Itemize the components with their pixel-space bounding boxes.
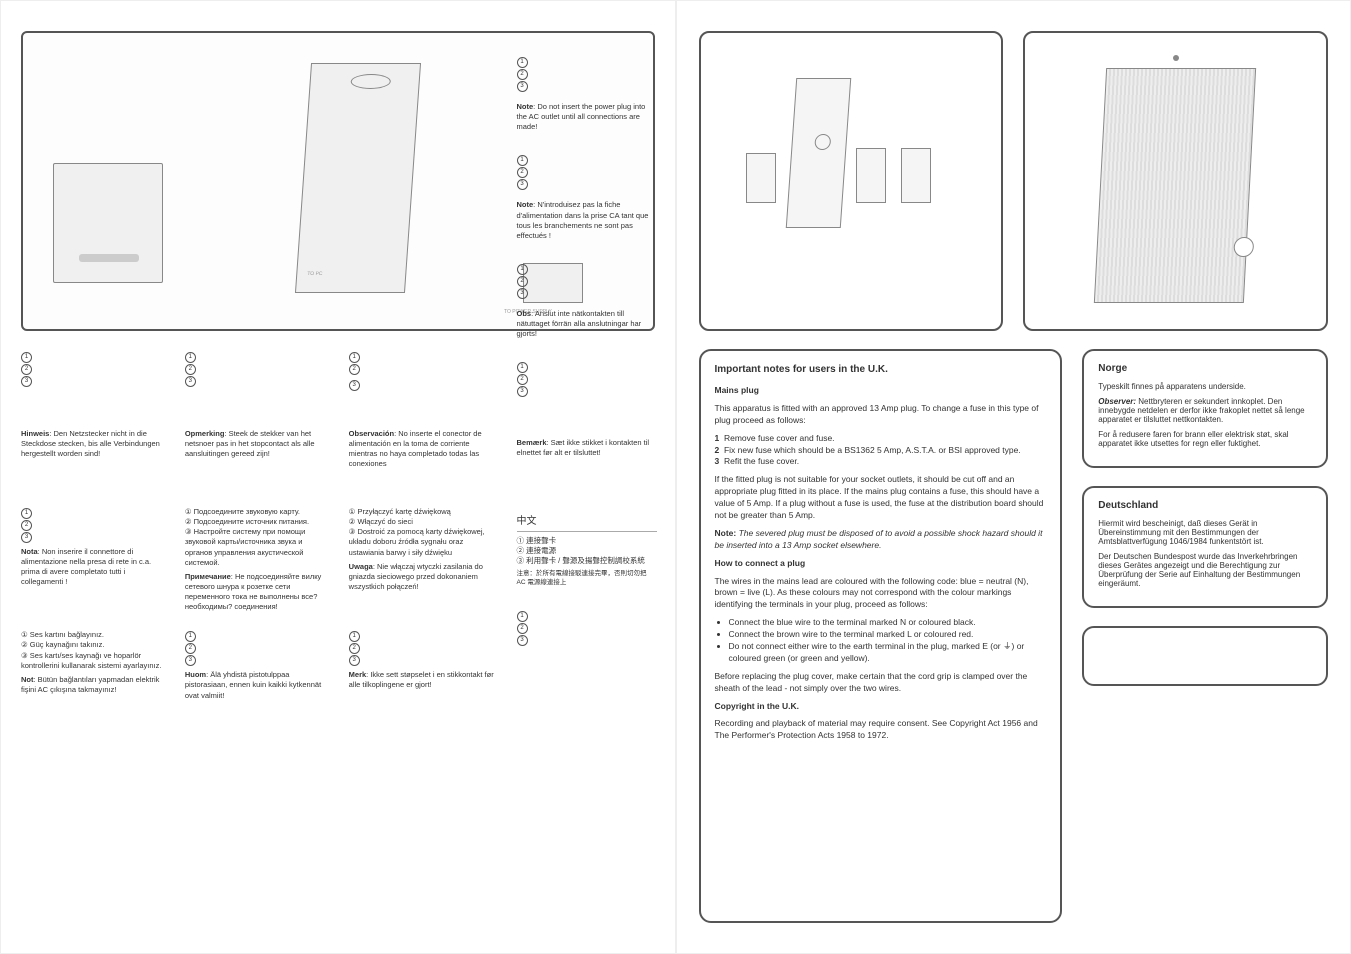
norge-title: Norge xyxy=(1098,363,1312,374)
zh-heading: 中文 xyxy=(517,515,657,532)
block-blank1 xyxy=(517,361,657,416)
line: ③ Настройте систему при помощи звуковой … xyxy=(185,527,331,568)
note-label: Uwaga xyxy=(349,562,373,571)
speaker-icon xyxy=(856,148,886,203)
right-column: Note: Do not insert the power plug into … xyxy=(517,56,657,687)
line: ① 連接聲卡 xyxy=(517,536,657,546)
cell-nota: Nota: Non inserire il connettore di alim… xyxy=(21,507,167,612)
norge-p1: Typeskilt finnes på apparatens underside… xyxy=(1098,382,1312,391)
mains-heading: Mains plug xyxy=(715,385,759,395)
tower-icon xyxy=(785,78,850,228)
note-label: Note xyxy=(517,200,534,209)
obs-label: Observer: xyxy=(1098,397,1136,406)
note-text: : Anslut inte nätkontakten till nätuttag… xyxy=(517,309,642,338)
uk-panel: Important notes for users in the U.K. Ma… xyxy=(699,349,1063,923)
note-text: : Ikke sett støpselet i en stikkontakt f… xyxy=(349,670,494,689)
uk-p3: Before replacing the plug cover, make ce… xyxy=(715,671,1047,695)
tower-icon xyxy=(295,63,421,293)
figure-row xyxy=(699,31,1329,331)
line: ② Подсоедините источник питания. xyxy=(185,517,331,527)
note-label: Merk xyxy=(349,670,367,679)
line: ① Przyłączyć kartę dźwiękową xyxy=(349,507,495,517)
bullet: Connect the brown wire to the terminal m… xyxy=(729,629,1047,641)
zh-footnote: 注意：於所有電線接駁連接完畢，否則切勿把 AC 電源線連接上 xyxy=(517,570,657,588)
side-column: Norge Typeskilt finnes på apparatens und… xyxy=(1082,349,1328,923)
uk-note-text: The severed plug must be disposed of to … xyxy=(715,528,1043,550)
empty-panel xyxy=(1082,626,1328,686)
cell-observacion: Observación: No inserte el conector de a… xyxy=(349,429,495,489)
page-right: Important notes for users in the U.K. Ma… xyxy=(676,0,1351,954)
line: ① Ses kartını bağlayınız. xyxy=(21,630,167,640)
bullet: Connect the blue wire to the terminal ma… xyxy=(729,617,1047,629)
cell-merk: Merk: Ikke sett støpselet i en stikkonta… xyxy=(349,630,495,700)
bullet: Do not connect either wire to the earth … xyxy=(729,641,1047,665)
uk-title: Important notes for users in the U.K. xyxy=(715,363,1047,377)
uk-p2: If the fitted plug is not suitable for y… xyxy=(715,474,1047,522)
cell-turkish: ① Ses kartını bağlayınız. ② Güç kaynağın… xyxy=(21,630,167,700)
note-text: : N'introduisez pas la fiche d'alimentat… xyxy=(517,200,649,239)
cell-russian: ① Подсоедините звуковую карту. ② Подсоед… xyxy=(185,507,331,612)
cell-huom: Huom: Älä yhdistä pistotulppaa pistorasi… xyxy=(185,630,331,700)
line: ② Włączyć do sieci xyxy=(349,517,495,527)
connect-p: The wires in the mains lead are coloured… xyxy=(715,576,1047,612)
note-label: Nota xyxy=(21,547,38,556)
copy-p: Recording and playback of material may r… xyxy=(715,718,1047,742)
line: ② Güç kaynağını takınız. xyxy=(21,640,167,650)
cell-r1-c2 xyxy=(185,351,331,411)
step: Refit the fuse cover. xyxy=(724,456,799,466)
cell-r1-c1 xyxy=(21,351,167,411)
note-text: : Non inserire il connettore di alimenta… xyxy=(21,547,151,586)
line: ① Подсоедините звуковую карту. xyxy=(185,507,331,517)
de-title: Deutschland xyxy=(1098,500,1312,511)
connect-heading: How to connect a plug xyxy=(715,558,806,568)
block-sv: Obs: Anslut inte nätkontakten till nätut… xyxy=(517,263,657,339)
speaker-icon xyxy=(746,153,776,203)
speaker-icon xyxy=(901,148,931,203)
line: ③ 利用聲卡 / 聲源及揚聲控制調校系統 xyxy=(517,556,657,566)
step: Remove fuse cover and fuse. xyxy=(724,433,835,443)
tower-large-icon xyxy=(1094,68,1256,303)
page-left: Hinweis: Den Netzstecker nicht in die St… xyxy=(0,0,676,954)
uk-note-label: Note: xyxy=(715,528,737,538)
deutschland-panel: Deutschland Hiermit wird bescheinigt, da… xyxy=(1082,486,1328,608)
figure-a xyxy=(699,31,1004,331)
cell-hinweis: Hinweis: Den Netzstecker nicht in die St… xyxy=(21,429,167,489)
note-label: Note xyxy=(517,102,534,111)
dot-icon xyxy=(1173,55,1179,61)
speaker-left-icon xyxy=(53,163,163,283)
line: ③ Ses kartı/ses kaynağı ve hoparlör kont… xyxy=(21,651,167,671)
line: ② 連接電源 xyxy=(517,546,657,556)
note-text: : Bütün bağlantıları yapmadan elektrik f… xyxy=(21,675,159,694)
cell-r1-c3 xyxy=(349,351,495,411)
block-blank2 xyxy=(517,610,657,665)
note-label: Huom xyxy=(185,670,206,679)
block-zh: 中文 ① 連接聲卡 ② 連接電源 ③ 利用聲卡 / 聲源及揚聲控制調校系統 注意… xyxy=(517,515,657,587)
cell-opmerking: Opmerking: Steek de stekker van het nets… xyxy=(185,429,331,489)
mains-p1: This apparatus is fitted with an approve… xyxy=(715,403,1047,427)
note-text: : Do not insert the power plug into the … xyxy=(517,102,646,131)
note-label: Observación xyxy=(349,429,394,438)
note-label: Obs xyxy=(517,309,532,318)
cell-polish: ① Przyłączyć kartę dźwiękową ② Włączyć d… xyxy=(349,507,495,612)
de-p2: Der Deutschen Bundespost wurde das Inver… xyxy=(1098,552,1312,588)
step: Fix new fuse which should be a BS1362 5 … xyxy=(724,445,1021,455)
note-text: : Älä yhdistä pistotulppaa pistorasiaan,… xyxy=(185,670,321,699)
block-en: Note: Do not insert the power plug into … xyxy=(517,56,657,132)
block-fr: Note: N'introduisez pas la fiche d'alime… xyxy=(517,154,657,241)
text-columns: Important notes for users in the U.K. Ma… xyxy=(699,349,1329,923)
line: ③ Dostroić za pomocą karty dźwiękowej, u… xyxy=(349,527,495,557)
note-label: Not xyxy=(21,675,34,684)
block-dk: Bemærk: Sæt ikke stikket i kontakten til… xyxy=(517,438,657,493)
figure-b xyxy=(1023,31,1328,331)
de-p1: Hiermit wird bescheinigt, daß dieses Ger… xyxy=(1098,519,1312,546)
norge-p2: For å redusere faren for brann eller ele… xyxy=(1098,430,1312,448)
copy-heading: Copyright in the U.K. xyxy=(715,701,800,711)
note-label: Примечание xyxy=(185,572,231,581)
note-label: Hinweis xyxy=(21,429,49,438)
language-grid: Hinweis: Den Netzstecker nicht in die St… xyxy=(21,351,495,701)
norge-panel: Norge Typeskilt finnes på apparatens und… xyxy=(1082,349,1328,468)
note-label: Bemærk xyxy=(517,438,547,447)
note-label: Opmerking xyxy=(185,429,225,438)
